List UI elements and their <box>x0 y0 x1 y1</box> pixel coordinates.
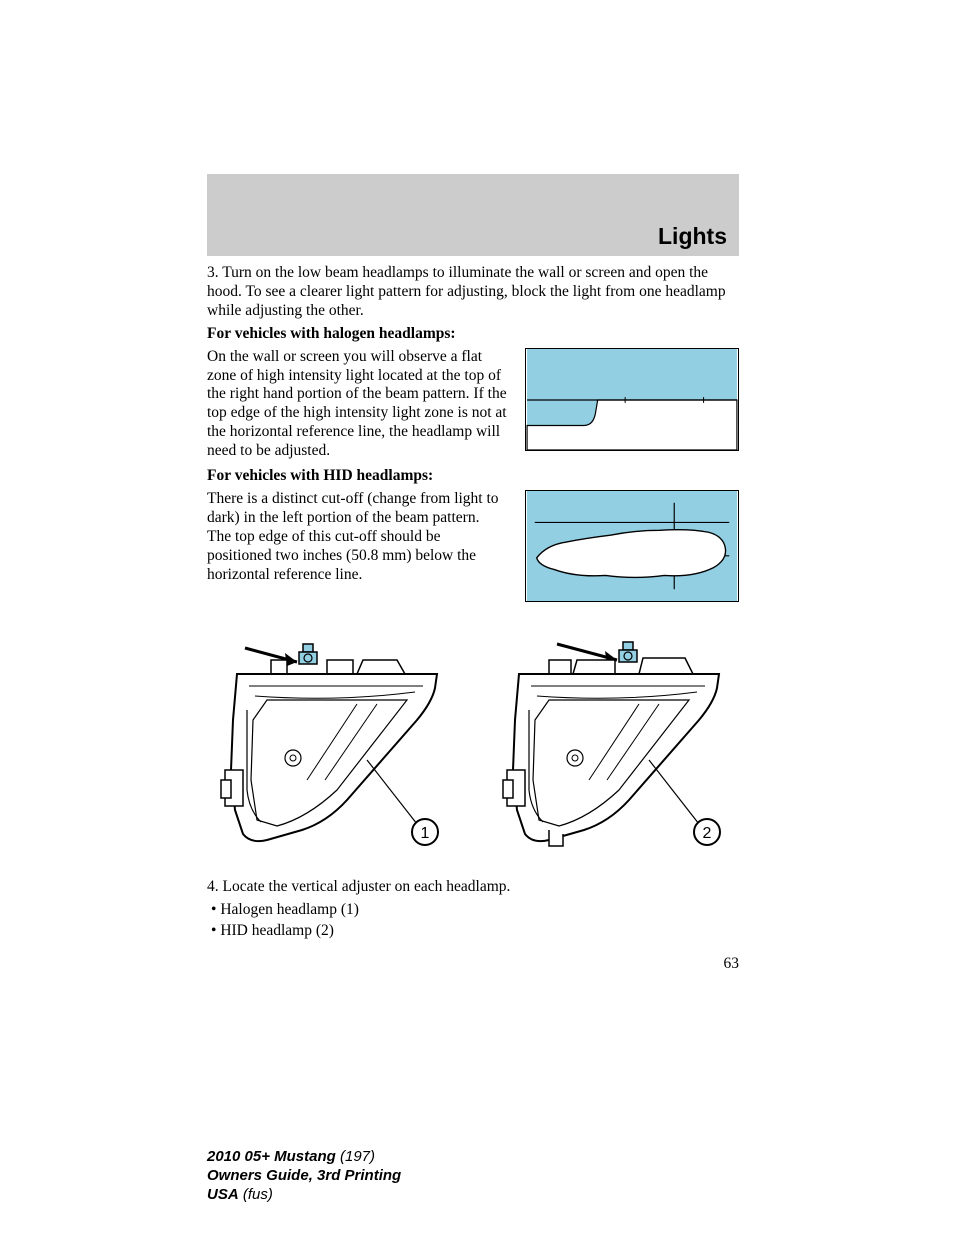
halogen-heading: For vehicles with halogen headlamps: <box>207 325 739 344</box>
footer-region: USA <box>207 1186 239 1203</box>
hid-heading: For vehicles with HID headlamps: <box>207 465 739 486</box>
bullet-2: • HID headlamp (2) <box>211 922 739 941</box>
page-content: 3. Turn on the low beam headlamps to ill… <box>207 264 739 974</box>
bullet-list: • Halogen headlamp (1) • HID headlamp (2… <box>211 901 739 941</box>
footer-line-3: USA (fus) <box>207 1186 401 1205</box>
footer-suffix: (fus) <box>239 1186 273 1203</box>
footer-code: (197) <box>336 1148 375 1165</box>
halogen-headlamp-diagram: 1 <box>207 630 457 860</box>
header-block: Lights <box>207 174 739 256</box>
step-3-text: 3. Turn on the low beam headlamps to ill… <box>207 264 739 321</box>
bullet-1: • Halogen headlamp (1) <box>211 901 739 920</box>
headlamp-diagrams: 1 <box>207 630 739 860</box>
page-number: 63 <box>207 955 739 974</box>
bullet-2-text: HID headlamp (2) <box>220 922 334 939</box>
section-title: Lights <box>658 223 727 250</box>
footer-line-2: Owners Guide, 3rd Printing <box>207 1167 401 1186</box>
callout-label-1: 1 <box>421 825 430 842</box>
hid-beam-diagram <box>525 490 739 602</box>
footer-model: 2010 05+ Mustang <box>207 1148 336 1165</box>
bullet-1-text: Halogen headlamp (1) <box>220 901 359 918</box>
halogen-beam-diagram <box>525 348 739 451</box>
footer-line-1: 2010 05+ Mustang (197) <box>207 1148 401 1167</box>
callout-label-2: 2 <box>703 825 712 842</box>
hid-headlamp-diagram: 2 <box>489 630 739 860</box>
footer: 2010 05+ Mustang (197) Owners Guide, 3rd… <box>207 1148 401 1204</box>
step-4-text: 4. Locate the vertical adjuster on each … <box>207 878 739 897</box>
